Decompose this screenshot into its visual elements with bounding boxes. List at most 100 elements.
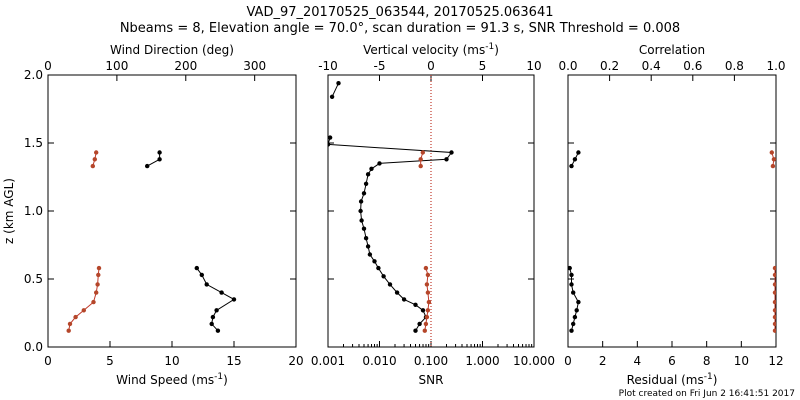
- top-tick-label: 0.4: [642, 59, 661, 73]
- x-tick-label: 0: [44, 354, 52, 368]
- data-point: [91, 299, 96, 305]
- data-point: [413, 302, 418, 307]
- chart-subtitle: Nbeams = 8, Elevation angle = 70.0°, sca…: [120, 21, 680, 36]
- top-axis-label: Correlation: [639, 43, 705, 57]
- panel-residual-correlation: 0 2 4 6 8 10 12 Residual (ms-1) 0.0 0.2 0.4 0.6 0.8 1…: [558, 43, 785, 387]
- data-point: [73, 314, 78, 320]
- data-point: [204, 282, 209, 287]
- data-point: [772, 282, 776, 287]
- data-point: [94, 150, 99, 155]
- data-point: [769, 150, 774, 155]
- data-point: [377, 161, 382, 166]
- data-point: [157, 150, 162, 155]
- data-point: [210, 314, 216, 320]
- data-point: [772, 314, 776, 320]
- data-point: [576, 150, 581, 155]
- x-tick-label: 0.001: [311, 354, 345, 368]
- top-tick-label: 1.0: [766, 59, 785, 73]
- data-point: [569, 272, 574, 278]
- data-point: [90, 163, 96, 169]
- data-point: [194, 265, 199, 271]
- data-point: [329, 94, 335, 100]
- x-tick-label: 0.100: [414, 354, 448, 368]
- plot-frame: [47, 74, 297, 348]
- data-point: [418, 163, 423, 169]
- data-point: [81, 308, 87, 313]
- data-point: [424, 314, 430, 320]
- data-point: [387, 282, 393, 287]
- data-point: [157, 157, 162, 162]
- top-tick-label: 200: [174, 59, 197, 73]
- top-tick-label: 300: [243, 59, 266, 73]
- data-point: [420, 150, 425, 155]
- series-line-residual: [569, 267, 579, 331]
- data-point: [359, 218, 364, 223]
- x-tick-label: 20: [288, 354, 303, 368]
- data-point: [423, 265, 429, 271]
- data-point: [417, 321, 422, 327]
- data-point: [361, 226, 367, 231]
- data-point: [376, 265, 381, 271]
- series-line-snr: [328, 137, 453, 331]
- x-axis-label: SNR: [419, 373, 444, 387]
- data-point: [96, 272, 101, 278]
- x-tick-label: 1.000: [465, 354, 499, 368]
- x-tick-label: 5: [106, 354, 114, 368]
- data-point: [413, 328, 418, 333]
- data-point: [365, 244, 371, 249]
- series-line-wind-speed: [196, 267, 235, 332]
- x-tick-label: 10: [164, 354, 179, 368]
- data-point: [199, 272, 204, 278]
- data-point: [425, 308, 431, 313]
- data-point: [420, 308, 426, 313]
- data-point: [772, 321, 776, 327]
- data-point: [568, 265, 572, 271]
- data-point: [772, 308, 776, 313]
- data-point: [569, 328, 574, 333]
- data-point: [422, 328, 427, 333]
- y-tick-label: 1.5: [24, 136, 43, 150]
- data-layer: [568, 150, 776, 333]
- y-tick-label: 2.0: [24, 68, 43, 82]
- top-tick-label: -10: [318, 59, 338, 73]
- top-tick-label: 0.0: [558, 59, 577, 73]
- data-point: [424, 282, 430, 287]
- panel-wind: 0 5 10 15 20 Wind Speed (ms-1) 0 100 200 300 Wind …: [2, 43, 304, 387]
- data-point: [569, 163, 574, 169]
- data-point: [772, 265, 776, 271]
- top-tick-label: -5: [374, 59, 386, 73]
- data-point: [444, 157, 449, 162]
- data-point: [369, 166, 374, 171]
- data-point: [372, 259, 377, 264]
- data-point: [95, 282, 100, 287]
- x-tick-label: 15: [226, 354, 241, 368]
- data-point: [365, 172, 371, 177]
- data-point: [214, 308, 219, 313]
- series-line-wind-direction: [68, 268, 100, 331]
- data-point: [426, 299, 432, 305]
- x-axis-label: Residual (ms-1): [627, 372, 718, 387]
- data-point: [572, 157, 578, 162]
- data-point: [96, 265, 102, 271]
- data-point: [363, 181, 369, 186]
- data-point: [381, 274, 386, 279]
- data-point: [576, 299, 581, 305]
- data-point: [449, 150, 454, 155]
- top-tick-label: 0: [427, 59, 435, 73]
- x-axis-label: Wind Speed (ms-1): [116, 372, 228, 387]
- data-point: [328, 142, 331, 147]
- data-point: [66, 328, 71, 333]
- y-tick-label: 1.0: [24, 204, 43, 218]
- plot-created-timestamp: Plot created on Fri Jun 2 16:41:51 2017: [619, 389, 795, 399]
- data-point: [425, 272, 431, 278]
- data-point: [231, 297, 237, 302]
- data-point: [571, 290, 576, 295]
- top-tick-label: 100: [105, 59, 128, 73]
- data-point: [336, 81, 341, 86]
- series-line-snr: [331, 82, 339, 98]
- data-point: [571, 321, 576, 327]
- y-tick-label: 0.5: [24, 272, 43, 286]
- top-axis-label: Wind Direction (deg): [110, 43, 234, 57]
- top-tick-label: 10: [526, 59, 541, 73]
